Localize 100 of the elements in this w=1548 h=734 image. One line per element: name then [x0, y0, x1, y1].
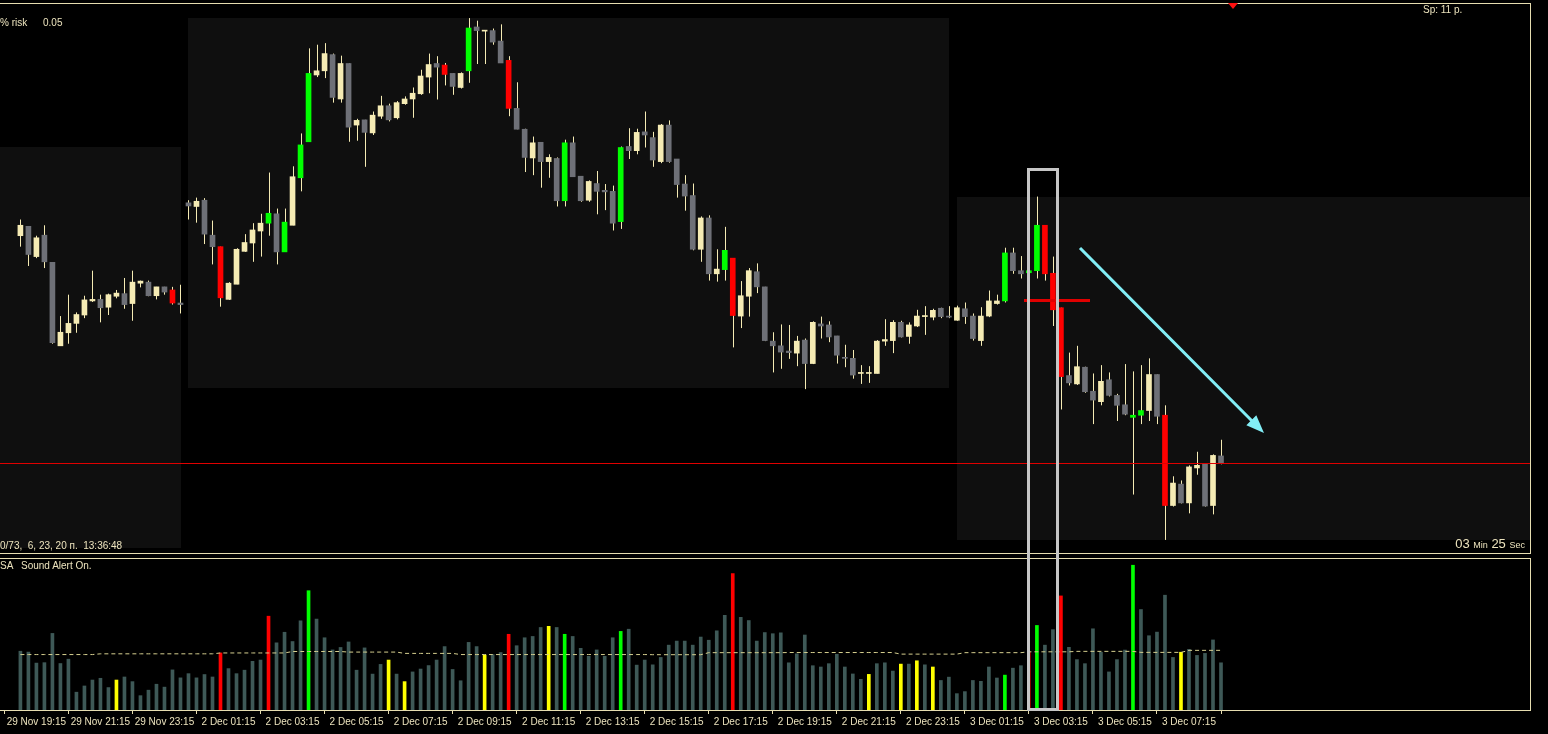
bar	[1131, 564, 1135, 710]
x-tick-label: 2 Dec 19:15	[777, 715, 833, 727]
candlestick	[121, 277, 128, 310]
bar	[899, 663, 903, 710]
bar	[1091, 628, 1095, 710]
bar	[1179, 651, 1183, 710]
x-tick-label: 2 Dec 03:15	[265, 715, 320, 727]
candlestick	[906, 321, 912, 345]
bar	[1019, 665, 1023, 710]
candlestick	[1106, 371, 1112, 397]
bar	[875, 663, 879, 710]
bar	[1051, 629, 1055, 710]
candlestick	[545, 153, 552, 179]
bar	[995, 677, 999, 710]
bar	[850, 673, 855, 710]
x-tick-label: 29 Nov 19:15	[6, 715, 67, 727]
bar	[923, 664, 927, 710]
bar	[1115, 659, 1119, 710]
bar	[722, 614, 727, 710]
bar	[971, 680, 975, 710]
candlestick	[1138, 364, 1144, 425]
bar	[570, 636, 575, 710]
bar	[1011, 667, 1015, 710]
bar	[858, 678, 863, 710]
bar	[690, 644, 695, 710]
bar	[826, 663, 831, 710]
bar	[1211, 639, 1215, 710]
bar	[562, 633, 567, 710]
bar	[650, 664, 655, 710]
candlestick	[593, 170, 600, 215]
candlestick	[1090, 372, 1096, 425]
bar	[1059, 595, 1063, 710]
candlestick	[825, 320, 832, 343]
bar	[754, 640, 759, 710]
candlestick	[833, 335, 840, 365]
bar	[1147, 635, 1151, 710]
x-tick-label: 2 Dec 11:15	[522, 715, 576, 727]
candlestick	[313, 44, 320, 78]
text: 03 Min 25 Sec	[1455, 536, 1525, 551]
bar	[915, 660, 919, 710]
bar	[1171, 657, 1175, 710]
bar	[1075, 659, 1079, 710]
candlestick	[737, 280, 744, 329]
candlestick	[265, 172, 272, 237]
bar	[634, 664, 639, 710]
bar	[1203, 653, 1207, 710]
candlestick	[970, 312, 976, 342]
bar	[1123, 649, 1127, 710]
bar	[866, 674, 871, 710]
text: Sp: 11 p.	[1423, 4, 1463, 16]
x-tick-label: 2 Dec 13:15	[585, 715, 641, 727]
candlestick	[841, 344, 848, 368]
candlestick	[777, 323, 784, 370]
candlestick	[585, 179, 592, 203]
x-tick-label: 29 Nov 23:15	[134, 715, 195, 727]
x-tick-label: 2 Dec 15:15	[649, 715, 705, 727]
x-tick-label: 3 Dec 01:15	[969, 715, 1025, 727]
candlestick	[193, 197, 200, 224]
bar	[746, 620, 751, 710]
bar	[1187, 649, 1191, 710]
candlestick	[753, 262, 760, 294]
candlestick	[962, 302, 968, 325]
candlestick	[1074, 345, 1080, 386]
candlestick	[377, 95, 384, 120]
bar	[931, 666, 935, 710]
candlestick	[633, 128, 640, 155]
candlestick	[449, 72, 456, 96]
candlestick	[1098, 364, 1104, 406]
bar	[786, 662, 791, 710]
candlestick	[1218, 439, 1224, 465]
bar	[714, 630, 719, 710]
bar	[834, 653, 839, 710]
bar	[939, 680, 943, 710]
bar	[770, 633, 775, 710]
candlestick	[33, 235, 40, 259]
bar	[1163, 594, 1167, 710]
bar	[762, 632, 767, 710]
bar	[610, 637, 615, 710]
x-tick-label: 2 Dec 23:15	[905, 715, 961, 727]
bar	[1083, 663, 1087, 710]
x-tick-label: 2 Dec 09:15	[457, 715, 513, 727]
x-tick-label: 3 Dec 07:15	[1162, 715, 1217, 727]
bar	[626, 628, 631, 710]
bar	[586, 655, 591, 710]
x-tick-label: 3 Dec 05:15	[1097, 715, 1153, 727]
bar	[1219, 662, 1223, 710]
bar	[802, 634, 807, 710]
bar	[778, 632, 783, 710]
bar	[706, 639, 711, 710]
bar	[963, 691, 967, 710]
candlestick	[601, 183, 608, 211]
candlestick	[649, 131, 656, 168]
bar	[891, 670, 895, 710]
candlestick	[393, 100, 400, 120]
bar	[1067, 646, 1071, 710]
candlestick	[1122, 363, 1128, 416]
candlestick	[890, 319, 896, 354]
candlestick	[1066, 352, 1072, 386]
x-tick-label: 29 Nov 21:15	[70, 715, 131, 727]
candlestick	[785, 324, 792, 360]
